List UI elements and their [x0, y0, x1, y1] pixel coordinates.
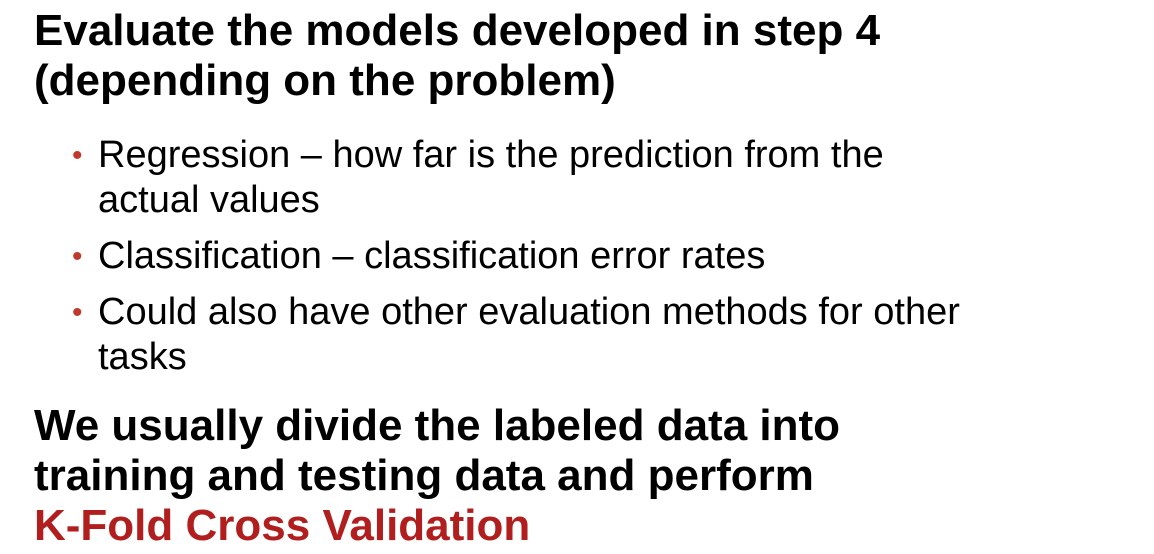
bullet-item-other-methods: • Could also have other evaluation metho… [72, 290, 960, 380]
bullet-text-line-1: Classification – classification error ra… [98, 235, 766, 277]
conclusion-heading: We usually divide the labeled data into … [34, 401, 840, 551]
bullet-list: • Regression – how far is the prediction… [72, 133, 960, 391]
bullet-text-line-2: actual values [98, 179, 320, 221]
bullet-dot-icon: • [72, 296, 83, 329]
bullet-dot-icon: • [72, 139, 83, 172]
heading-line-2: (depending on the problem) [34, 56, 616, 105]
bullet-dot-icon: • [72, 240, 83, 273]
bullet-text-line-2: tasks [98, 336, 187, 378]
bullet-text-line-1: Could also have other evaluation methods… [98, 291, 960, 333]
conclusion-line-2: training and testing data and perform [34, 451, 814, 500]
bullet-item-regression: • Regression – how far is the prediction… [72, 133, 960, 223]
heading-line-1: Evaluate the models developed in step 4 [34, 6, 881, 55]
conclusion-line-1: We usually divide the labeled data into [34, 401, 841, 450]
bullet-item-classification: • Classification – classification error … [72, 234, 960, 279]
slide-heading: Evaluate the models developed in step 4 … [34, 6, 880, 106]
bullet-text-line-1: Regression – how far is the prediction f… [98, 134, 884, 176]
conclusion-accent-text: K-Fold Cross Validation [34, 501, 531, 550]
